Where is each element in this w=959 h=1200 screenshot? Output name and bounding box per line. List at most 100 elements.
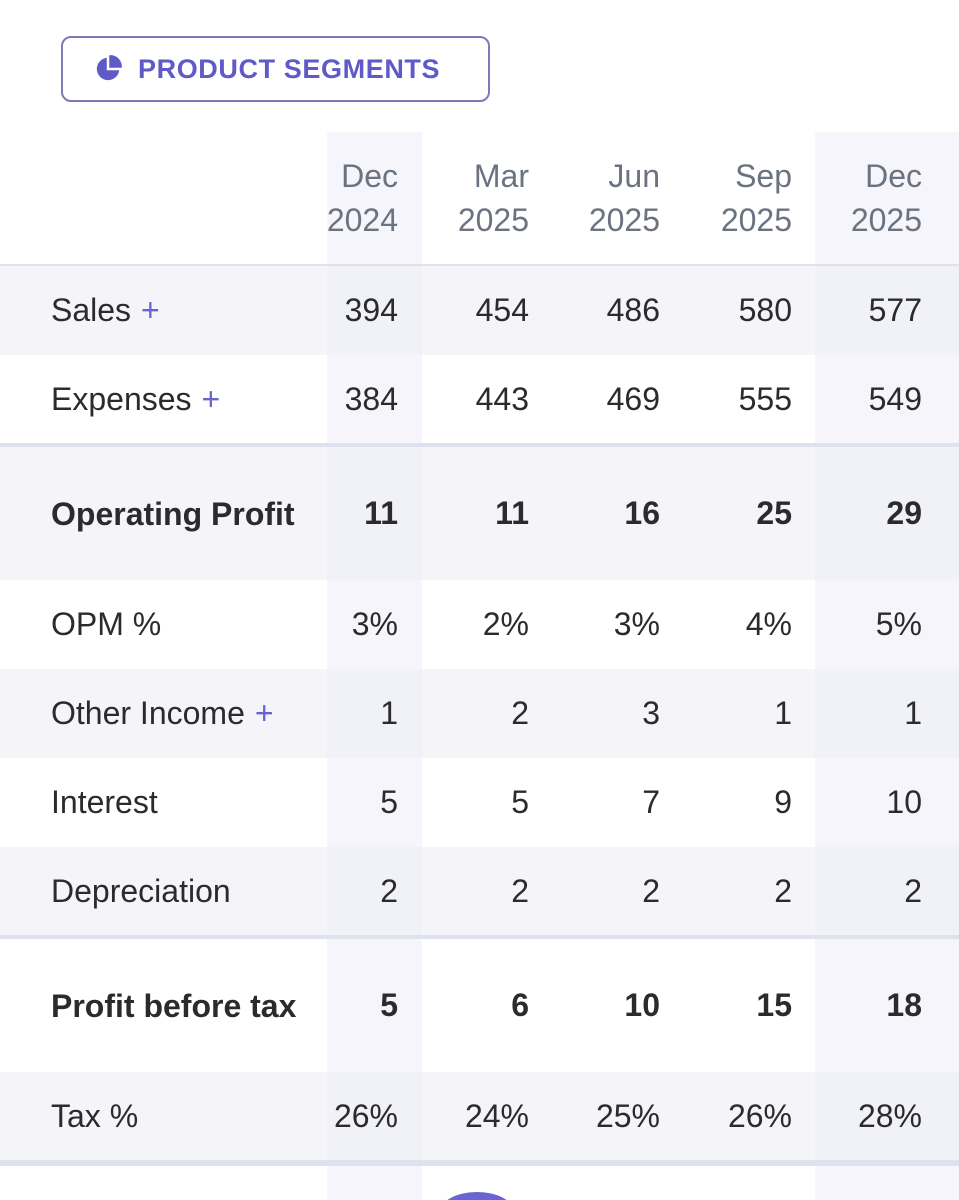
table-cell: 28% [857, 1097, 922, 1134]
row-label: Interest [0, 784, 327, 821]
expand-plus-icon[interactable]: + [141, 292, 160, 328]
table-row: Tax % 26% 24% 25% 26% 28% [0, 1072, 959, 1160]
period-year: 2025 [720, 202, 792, 238]
table-cell: 26% [333, 1097, 398, 1134]
product-segments-button[interactable]: PRODUCT SEGMENTS [61, 36, 490, 102]
table-cell: 2% [482, 606, 529, 642]
table-row: Operating Profit 11 11 16 25 29 [0, 447, 959, 580]
table-cell: 5% [875, 606, 922, 642]
period-month: Mar [473, 158, 529, 194]
section-divider [0, 1160, 959, 1166]
table-cell: 2 [511, 872, 529, 909]
row-label: Tax % [0, 1098, 327, 1135]
table-cell: 2 [511, 695, 529, 731]
table-cell: 15 [756, 987, 792, 1023]
table-cell: 3% [351, 606, 398, 642]
expand-plus-icon[interactable]: + [201, 380, 221, 417]
period-year: 2024 [327, 202, 398, 238]
pie-chart-icon [96, 55, 122, 81]
expand-plus-icon[interactable]: + [254, 695, 274, 731]
table-cell: 29 [886, 495, 922, 531]
period-header[interactable]: Dec 2024 [327, 132, 398, 264]
table-cell: 1 [774, 695, 792, 731]
row-label-text: Other Income [51, 695, 245, 731]
row-label[interactable]: Sales + [0, 292, 327, 329]
table-cell: 9 [774, 784, 792, 820]
table-row: Other Income +1 2 3 1 1 [0, 669, 959, 758]
table-cell: 10 [624, 987, 660, 1023]
table-cell: 24% [464, 1097, 529, 1134]
period-month: Sep [735, 158, 792, 194]
table-cell: 577 [868, 292, 922, 328]
table-cell: 5 [380, 987, 398, 1023]
row-label-text: OPM % [51, 606, 162, 642]
row-label-text: Profit before tax [51, 987, 297, 1024]
table-cell: 443 [475, 380, 529, 417]
table-cell: 580 [738, 292, 792, 328]
row-label[interactable]: Expenses + [0, 381, 327, 418]
table-row: OPM % 3% 2% 3% 4% 5% [0, 580, 959, 669]
row-label-text: Interest [51, 784, 158, 820]
table-row: Interest 5 5 7 9 10 [0, 758, 959, 847]
row-label-text: Operating Profit [51, 495, 295, 532]
row-label-text: Expenses [51, 380, 192, 417]
period-month: Jun [608, 158, 660, 194]
row-label: Profit before tax [0, 984, 327, 1028]
period-header[interactable]: Mar 2025 [422, 132, 529, 264]
table-cell: 3 [642, 695, 660, 731]
floating-action-button[interactable] [440, 1192, 514, 1200]
table-cell: 10 [886, 784, 922, 820]
table-cell: 469 [606, 380, 660, 417]
row-label: Operating Profit [0, 492, 327, 536]
table-cell: 454 [475, 292, 529, 328]
row-label-text: Tax % [51, 1097, 139, 1134]
table-cell: 549 [868, 380, 922, 417]
table-row: Sales +394 454 486 580 577 [0, 266, 959, 355]
table-cell: 26% [727, 1097, 792, 1134]
table-cell: 11 [495, 495, 529, 531]
table-cell: 6 [511, 987, 529, 1023]
period-month: Dec [341, 158, 398, 194]
quarterly-results-table: Dec 2024 Mar 2025 Jun 2025 Sep 2025 Dec 2025 Sales… [0, 132, 959, 1200]
table-cell: 2 [380, 872, 398, 909]
period-month: Dec [865, 158, 922, 194]
table-cell: 5 [511, 784, 529, 820]
period-header[interactable]: Sep 2025 [676, 132, 792, 264]
table-row: Expenses +384 443 469 555 549 [0, 355, 959, 443]
row-label[interactable]: Other Income + [0, 695, 327, 732]
table-cell: 25 [756, 495, 792, 531]
table-cell: 1 [904, 695, 922, 731]
table-cell: 4% [745, 606, 792, 642]
section-divider [0, 935, 959, 939]
table-cell: 11 [364, 495, 398, 531]
period-year: 2025 [850, 202, 922, 238]
table-cell: 3% [613, 606, 660, 642]
table-cell: 1 [380, 695, 398, 731]
table-cell: 384 [344, 380, 398, 417]
row-label-text: Depreciation [51, 872, 231, 909]
product-segments-label: PRODUCT SEGMENTS [138, 53, 441, 84]
table-cell: 5 [380, 784, 398, 820]
table-cell: 486 [606, 292, 660, 328]
header-divider [0, 264, 959, 266]
table-cell: 25% [595, 1097, 660, 1134]
table-cell: 555 [738, 380, 792, 417]
table-cell: 394 [344, 292, 398, 328]
table-cell: 16 [624, 495, 660, 531]
table-row: Depreciation 2 2 2 2 2 [0, 847, 959, 935]
row-label: Depreciation [0, 873, 327, 910]
table-cell: 18 [886, 987, 922, 1023]
table-cell: 7 [642, 784, 660, 820]
row-label: OPM % [0, 606, 327, 643]
section-divider [0, 443, 959, 447]
table-cell: 2 [774, 872, 792, 909]
table-row: Profit before tax 5 6 10 15 18 [0, 939, 959, 1072]
table-header: Dec 2024 Mar 2025 Jun 2025 Sep 2025 Dec 2025 [0, 132, 959, 264]
period-year: 2025 [588, 202, 660, 238]
table-cell: 2 [904, 872, 922, 909]
period-header[interactable]: Dec 2025 [815, 132, 922, 264]
period-year: 2025 [457, 202, 529, 238]
period-header[interactable]: Jun 2025 [545, 132, 660, 264]
row-label-text: Sales [51, 292, 132, 328]
table-cell: 2 [642, 872, 660, 909]
